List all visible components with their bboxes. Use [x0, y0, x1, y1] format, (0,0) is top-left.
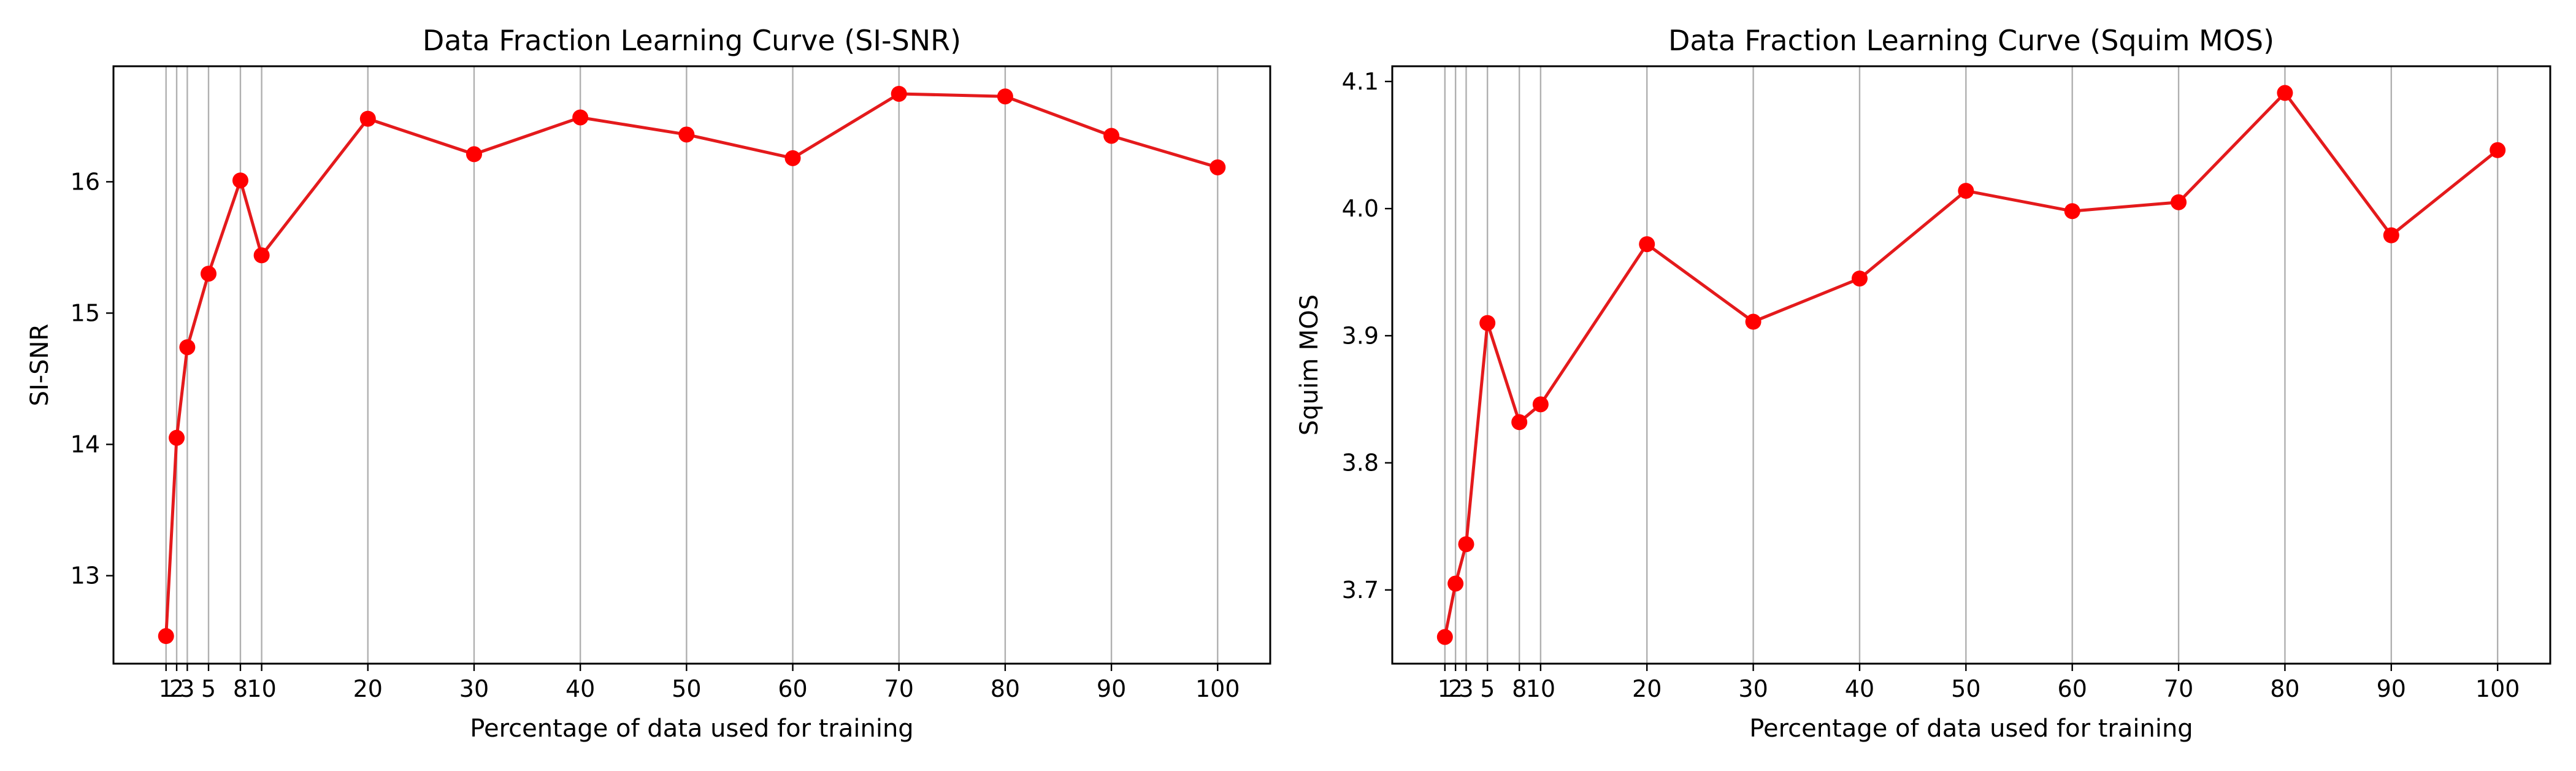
y-axis-label: SI-SNR: [26, 324, 54, 407]
data-point: [232, 172, 248, 189]
data-point: [997, 88, 1013, 105]
data-point: [179, 339, 196, 356]
x-tick-label: 3: [1459, 675, 1473, 702]
y-tick-label: 13: [71, 562, 100, 589]
data-point: [891, 85, 907, 102]
x-tick-label: 80: [991, 675, 1020, 702]
data-point: [253, 247, 270, 264]
data-point: [1103, 128, 1120, 144]
x-tick-label: 80: [2270, 675, 2299, 702]
y-axis-label: Squim MOS: [1295, 294, 1324, 435]
x-tick-label: 8: [233, 675, 248, 702]
data-point: [1532, 396, 1549, 413]
data-point: [201, 266, 217, 282]
data-point: [2277, 85, 2293, 101]
x-tick-label: 70: [2164, 675, 2193, 702]
data-point: [1851, 270, 1868, 287]
x-tick-label: 5: [1480, 675, 1495, 702]
data-point: [1511, 414, 1528, 431]
x-tick-label: 30: [459, 675, 489, 702]
chart-squim-mos: Data Fraction Learning Curve (Squim MOS)…: [1295, 24, 2551, 743]
x-tick-label: 40: [565, 675, 595, 702]
chart-si-snr: Data Fraction Learning Curve (SI-SNR) 12…: [26, 24, 1271, 743]
y-tick-label: 16: [71, 168, 100, 195]
series-group: [1436, 85, 2506, 645]
data-point: [678, 126, 695, 143]
x-tick-label: 70: [884, 675, 914, 702]
x-axis-label: Percentage of data used for training: [470, 715, 913, 743]
x-gridlines: [1444, 66, 2499, 664]
y-tick-label: 3.9: [1342, 322, 1379, 349]
data-point: [359, 110, 376, 127]
data-point: [2171, 194, 2187, 210]
x-tick-label: 90: [1097, 675, 1126, 702]
x-tick-label: 20: [1632, 675, 1662, 702]
x-tick-label: 40: [1845, 675, 1874, 702]
x-axis-ticks: 123 5 810 20 30 40 50 60 70 80 90 100: [1438, 664, 2520, 702]
x-tick-label: 8: [1512, 675, 1527, 702]
x-tick-label: 100: [2475, 675, 2520, 702]
data-point: [2490, 142, 2506, 158]
x-axis-label: Percentage of data used for training: [1749, 715, 2193, 743]
x-tick-label: 60: [778, 675, 807, 702]
x-tick-label: 20: [353, 675, 383, 702]
data-point: [1447, 575, 1464, 592]
plot-frame: [112, 65, 1271, 665]
x-tick-label: 50: [1951, 675, 1980, 702]
x-tick-label: 2: [1448, 675, 1463, 702]
data-point: [158, 628, 174, 645]
x-tick-label: 60: [2058, 675, 2087, 702]
x-gridlines: [165, 66, 1219, 664]
x-tick-label: 1: [1438, 675, 1452, 702]
y-tick-label: 4.1: [1342, 68, 1379, 95]
plot-frame: [1391, 65, 2551, 665]
series-line: [1443, 91, 2499, 637]
x-tick-label: 50: [672, 675, 701, 702]
y-tick-label: 3.8: [1342, 450, 1379, 477]
data-point: [1209, 159, 1226, 175]
x-tick-label: 1: [159, 675, 174, 702]
y-tick-label: 14: [71, 431, 100, 458]
x-tick-label: 10: [1526, 675, 1555, 702]
data-point: [1436, 629, 1453, 645]
series-line: [164, 92, 1219, 637]
x-tick-label: 100: [1195, 675, 1240, 702]
data-point: [572, 109, 589, 126]
data-point: [784, 150, 801, 166]
data-point: [2064, 203, 2080, 220]
y-tick-label: 4.0: [1342, 195, 1379, 222]
chart-title: Data Fraction Learning Curve (Squim MOS): [1668, 24, 2274, 57]
x-tick-label: 90: [2377, 675, 2406, 702]
x-axis-ticks: 123 5 810 20 30 40 50 60 70 80 90 100: [159, 664, 1240, 702]
data-point: [1745, 313, 1761, 330]
data-point: [1958, 183, 1974, 199]
x-tick-label: 3: [180, 675, 194, 702]
y-tick-label: 15: [71, 299, 100, 326]
data-point: [169, 429, 185, 446]
chart-title: Data Fraction Learning Curve (SI-SNR): [423, 24, 961, 57]
series-group: [158, 85, 1226, 645]
data-point: [1639, 236, 1655, 253]
y-axis-ticks: 13 14 15 16: [71, 168, 113, 589]
x-tick-label: 2: [169, 675, 184, 702]
y-axis-ticks: 3.7 3.8 3.9 4.0 4.1: [1342, 68, 1392, 604]
x-tick-label: 5: [201, 675, 216, 702]
y-tick-label: 3.7: [1342, 577, 1379, 604]
data-point: [1479, 315, 1496, 331]
data-point: [466, 146, 482, 163]
x-tick-label: 30: [1738, 675, 1768, 702]
data-point: [2383, 227, 2399, 244]
data-point: [1458, 536, 1474, 553]
x-tick-label: 10: [247, 675, 276, 702]
